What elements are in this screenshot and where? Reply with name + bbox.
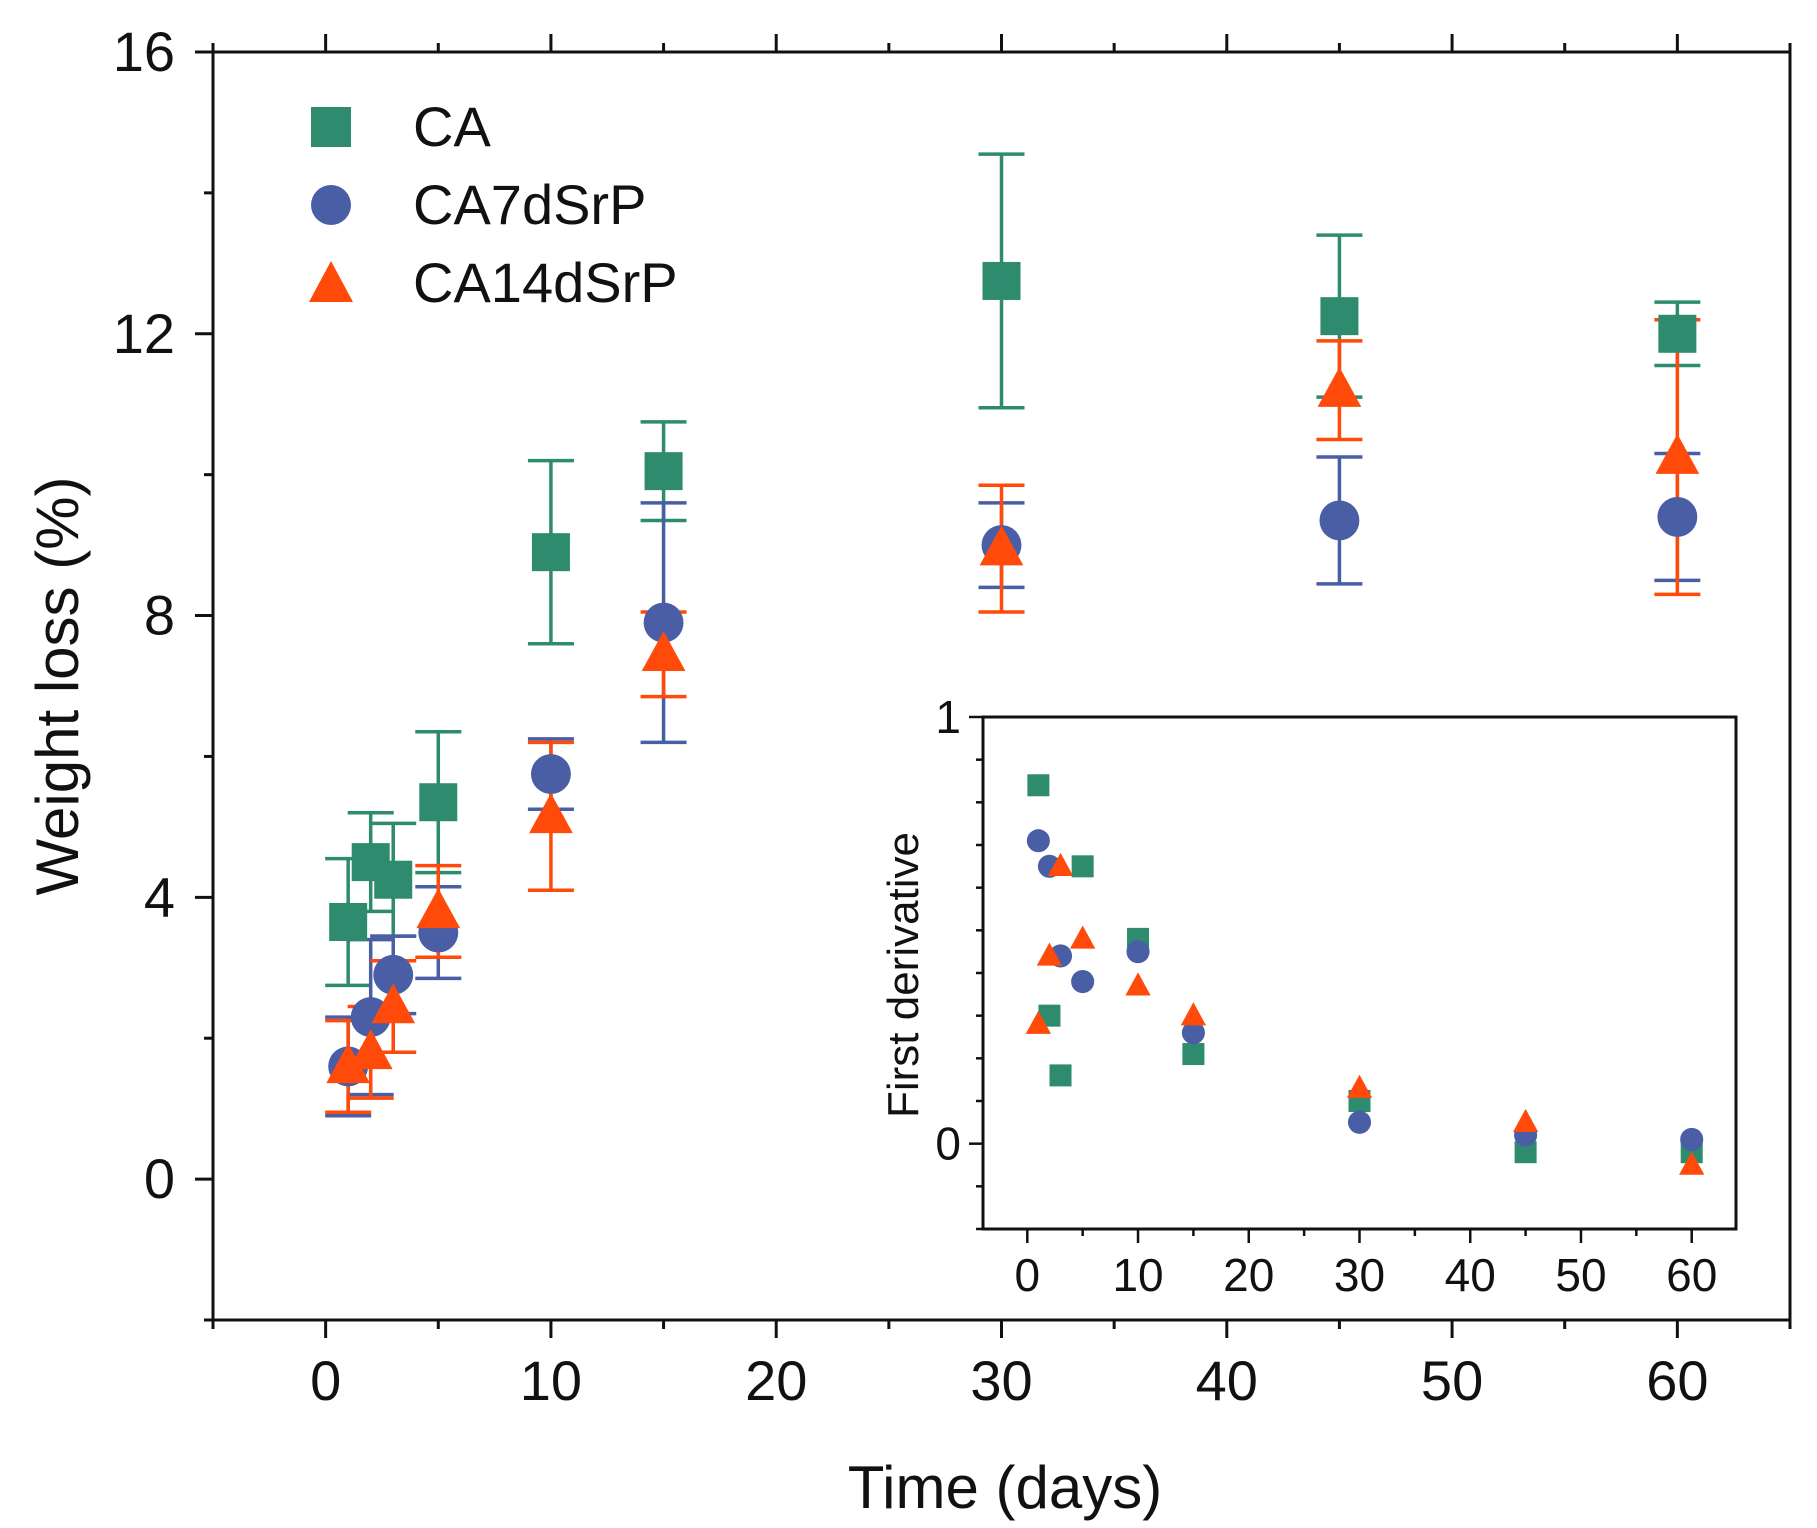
data-point-ca7dsrp [643,602,684,643]
inset-data-marks [1025,774,1705,1175]
y-tick-label: 4 [144,865,175,928]
data-point-ca14dsrp [371,983,416,1024]
inset-data-point-ca14dsrp [1125,972,1151,996]
x-tick-label: 30 [970,1349,1032,1412]
data-point-ca14dsrp [529,793,573,834]
inset-data-point-ca14dsrp [1036,942,1063,966]
inset-y-ticks: 01 [935,691,983,1231]
inset-plot-frame [981,715,1738,1231]
inset-data-point-ca7dsrp [1347,1110,1372,1134]
inset-x-tick-label: 30 [1334,1249,1385,1301]
inset-data-point-ca14dsrp [1512,1108,1539,1133]
inset-data-point-ca [1027,774,1050,797]
x-tick-label: 60 [1646,1349,1708,1412]
inset-x-ticks: 0 10 20 30 40 50 60 [1014,1229,1717,1301]
inset-y-tick-label: 1 [935,691,961,743]
inset-x-tick-label: 0 [1014,1249,1040,1301]
y-tick-label: 8 [144,584,175,647]
data-point-ca14dsrp [326,1043,371,1084]
data-point-ca14dsrp [979,525,1024,566]
inset-data-point-ca14dsrp [1047,852,1074,877]
data-point-ca14dsrp [641,631,686,672]
x-tick-label: 40 [1196,1349,1258,1412]
legend-marker-ca7dsrp [311,185,351,225]
data-point-ca14dsrp [1655,433,1700,474]
legend: CA CA7dSrP CA14dSrP [309,95,678,314]
inset-y-tick-label: 0 [935,1118,961,1170]
data-point-ca [1320,297,1359,336]
data-point-ca14dsrp [348,1029,393,1070]
data-point-ca [1658,314,1697,353]
data-point-ca7dsrp [1657,496,1698,537]
inset-data-point-ca14dsrp [1679,1151,1705,1175]
data-point-ca [531,533,570,572]
data-point-ca [644,452,683,491]
inset-data-point-ca7dsrp [1026,829,1050,853]
inset-data-point-ca [1182,1043,1205,1066]
inset-data-point-ca14dsrp [1346,1074,1373,1098]
data-point-ca7dsrp [530,754,571,795]
inset-data-point-ca14dsrp [1180,1002,1207,1026]
inset-x-tick-label: 10 [1112,1249,1163,1301]
inset-y-axis-title: First derivative [879,832,928,1118]
legend-label-ca: CA [413,95,491,158]
inset-data-point-ca [1071,855,1094,878]
y-tick-label: 16 [113,20,175,83]
legend-marker-ca [311,107,351,147]
inset-data-point-ca7dsrp [1071,969,1095,994]
data-point-ca7dsrp [373,954,414,995]
y-tick-label: 12 [113,302,175,365]
inset-x-tick-label: 20 [1223,1249,1274,1301]
inset-data-point-ca14dsrp [1025,1010,1052,1034]
main-y-ticks: 0 4 8 12 16 [113,20,213,1322]
data-point-ca [982,261,1021,300]
main-x-axis-title: Time (days) [848,1454,1162,1521]
data-point-ca7dsrp [1319,500,1360,541]
y-tick-label: 0 [144,1147,175,1210]
data-point-ca [374,860,413,899]
inset-x-tick-label: 60 [1666,1249,1717,1301]
inset-chart: First derivative 0 10 20 30 40 50 60 01 [879,691,1738,1301]
x-tick-label: 10 [520,1349,582,1412]
inset-data-point-ca14dsrp [1070,925,1096,949]
inset-data-point-ca7dsrp [1181,1021,1205,1045]
data-point-ca [419,783,458,822]
x-tick-label: 0 [310,1349,341,1412]
data-point-ca [329,902,368,941]
inset-data-point-ca [1514,1141,1537,1164]
main-x-ticks: 0 10 20 30 40 50 60 [211,34,1792,1412]
x-tick-label: 50 [1421,1349,1483,1412]
inset-data-point-ca7dsrp [1126,940,1150,964]
data-point-ca14dsrp [1317,366,1362,407]
x-tick-label: 20 [745,1349,807,1412]
legend-label-ca14dsrp: CA14dSrP [413,251,678,314]
inset-data-point-ca7dsrp [1680,1127,1704,1151]
main-data-marks [325,152,1701,1118]
data-point-ca14dsrp [416,888,461,929]
main-y-axis-title: Weight loss (%) [24,476,91,895]
legend-label-ca7dsrp: CA7dSrP [413,173,646,236]
legend-marker-ca14dsrp [309,261,353,302]
inset-x-tick-label: 50 [1555,1249,1606,1301]
inset-data-point-ca [1049,1064,1072,1087]
inset-x-tick-label: 40 [1445,1249,1496,1301]
